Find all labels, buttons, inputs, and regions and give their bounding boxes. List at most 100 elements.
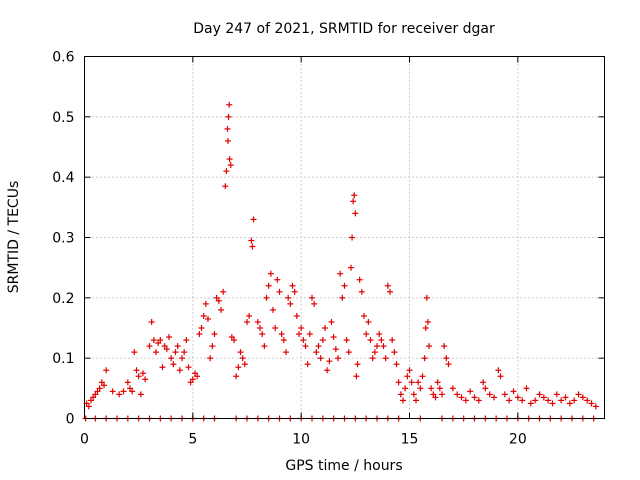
data-point bbox=[519, 397, 526, 404]
data-point bbox=[462, 397, 469, 404]
data-point bbox=[558, 397, 565, 404]
data-point bbox=[317, 355, 324, 362]
data-point bbox=[419, 373, 426, 380]
data-point bbox=[133, 367, 140, 374]
data-point bbox=[231, 337, 237, 344]
data-point bbox=[449, 385, 456, 392]
data-point bbox=[335, 355, 341, 362]
y-tick-label: 0.2 bbox=[52, 291, 74, 307]
data-point bbox=[422, 325, 429, 331]
data-point bbox=[475, 397, 482, 404]
data-point bbox=[174, 343, 181, 350]
data-point bbox=[270, 306, 276, 313]
data-point bbox=[170, 361, 177, 368]
data-point bbox=[233, 373, 240, 380]
data-point bbox=[127, 385, 133, 392]
data-point bbox=[213, 294, 220, 301]
data-point bbox=[313, 349, 320, 356]
data-point bbox=[235, 364, 242, 371]
data-point bbox=[458, 394, 465, 401]
data-point bbox=[330, 334, 337, 341]
data-point bbox=[278, 331, 285, 338]
data-point bbox=[432, 394, 439, 401]
data-point bbox=[454, 391, 461, 398]
y-tick-label: 0.4 bbox=[52, 170, 74, 186]
data-point bbox=[249, 243, 256, 250]
data-point bbox=[527, 400, 534, 407]
data-point bbox=[319, 337, 326, 344]
data-point bbox=[380, 343, 387, 350]
data-point bbox=[192, 370, 198, 377]
data-point bbox=[298, 325, 305, 331]
data-point bbox=[296, 331, 302, 338]
data-point bbox=[220, 288, 227, 295]
data-point bbox=[406, 367, 413, 374]
data-point bbox=[225, 113, 232, 120]
data-point bbox=[304, 361, 311, 368]
data-point bbox=[196, 331, 203, 338]
data-point bbox=[571, 397, 578, 404]
y-tick-label: 0.5 bbox=[52, 110, 74, 126]
data-point bbox=[400, 397, 406, 404]
data-point bbox=[434, 379, 441, 386]
data-point bbox=[302, 343, 309, 350]
data-point bbox=[428, 385, 435, 392]
data-point bbox=[387, 288, 393, 295]
data-point bbox=[140, 370, 146, 377]
data-point bbox=[148, 318, 155, 325]
data-points bbox=[82, 101, 599, 422]
data-point bbox=[363, 331, 370, 338]
x-tick-label: 5 bbox=[188, 432, 197, 448]
data-point bbox=[239, 355, 246, 362]
data-point bbox=[361, 312, 367, 319]
data-point bbox=[223, 168, 230, 175]
data-point bbox=[369, 355, 376, 362]
data-point bbox=[506, 397, 513, 404]
data-point bbox=[397, 391, 404, 398]
data-point bbox=[495, 367, 502, 374]
data-point bbox=[209, 343, 216, 350]
data-point bbox=[291, 288, 298, 295]
y-tick-label: 0.6 bbox=[52, 50, 74, 66]
data-point bbox=[200, 312, 207, 319]
data-point bbox=[146, 343, 153, 350]
data-point bbox=[482, 385, 489, 392]
data-point bbox=[592, 403, 599, 410]
data-point bbox=[183, 337, 190, 344]
data-point bbox=[486, 391, 493, 398]
data-point bbox=[179, 355, 185, 362]
data-point bbox=[395, 379, 402, 386]
data-point bbox=[185, 364, 192, 371]
data-point bbox=[439, 391, 445, 398]
data-point bbox=[202, 300, 209, 307]
data-point bbox=[510, 388, 517, 395]
data-point bbox=[402, 385, 409, 392]
data-point bbox=[353, 373, 360, 380]
data-point bbox=[426, 343, 432, 350]
data-point bbox=[566, 400, 573, 407]
data-point bbox=[215, 297, 222, 304]
data-point bbox=[480, 379, 487, 386]
data-point bbox=[588, 400, 595, 407]
data-point bbox=[96, 385, 103, 392]
data-point bbox=[259, 331, 266, 338]
data-point bbox=[349, 234, 356, 241]
data-point bbox=[358, 288, 365, 295]
data-point bbox=[424, 318, 431, 325]
data-point bbox=[382, 355, 389, 362]
data-point bbox=[332, 346, 339, 353]
data-point bbox=[445, 361, 452, 368]
y-tick-label: 0.3 bbox=[52, 231, 74, 247]
data-point bbox=[187, 379, 194, 386]
data-point bbox=[309, 294, 315, 301]
data-point bbox=[430, 391, 437, 398]
data-point bbox=[211, 331, 218, 338]
data-point bbox=[562, 394, 569, 401]
x-tick-label: 15 bbox=[401, 432, 419, 448]
data-point bbox=[315, 343, 322, 350]
data-point bbox=[549, 400, 556, 407]
data-point bbox=[351, 192, 358, 199]
data-point bbox=[135, 373, 142, 380]
data-point bbox=[545, 397, 552, 404]
